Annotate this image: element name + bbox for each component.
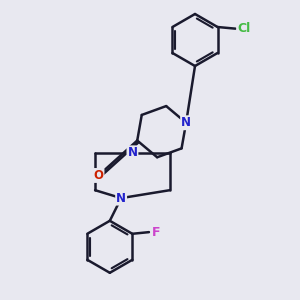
Text: Cl: Cl — [237, 22, 250, 35]
Text: N: N — [181, 116, 191, 129]
Text: O: O — [94, 169, 103, 182]
Text: F: F — [152, 226, 160, 238]
Text: N: N — [116, 192, 126, 205]
Text: N: N — [128, 146, 137, 159]
